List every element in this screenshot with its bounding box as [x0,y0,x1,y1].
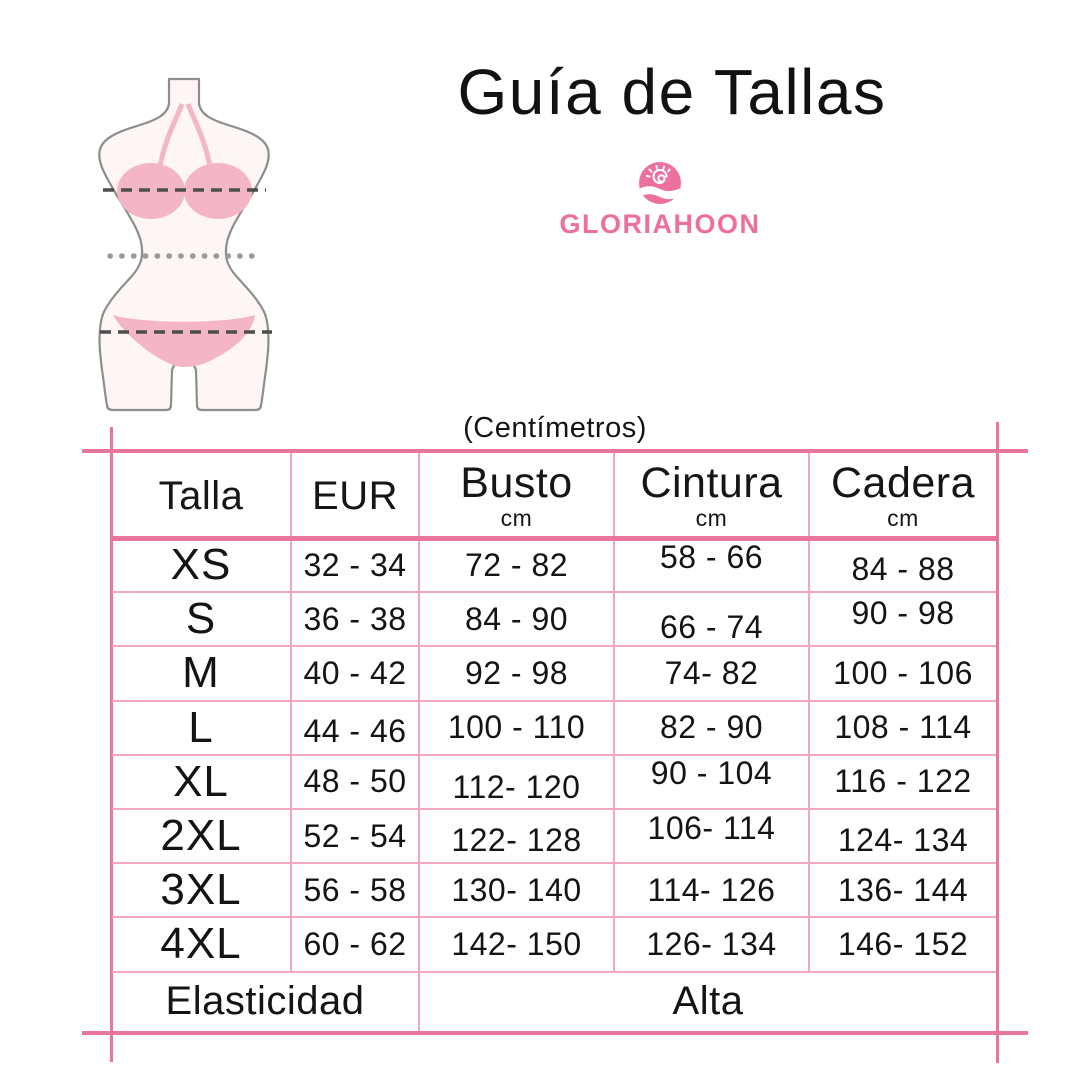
cadera-range: 124- 134 [810,810,996,865]
size-label: L [112,701,292,756]
cadera-range: 108 - 114 [810,702,996,756]
column-header-label: Busto [460,459,573,507]
column-header-talla: Talla [112,453,292,539]
bikini-strap-left [156,103,185,173]
size-label: XL [112,755,292,810]
frame-line-left [110,427,113,1062]
cintura-range: 106- 114 [615,810,810,865]
elasticity-value: Alta [672,979,744,1024]
eur-range: 32 - 34 [292,539,420,594]
size-label: S [112,593,292,648]
sun-swirl [652,168,668,185]
busto-range: 142- 150 [420,918,615,973]
header-underline [112,536,996,541]
brand-name: GLORIAHOON [559,209,761,239]
bikini-strap-right [185,103,214,173]
size-label: 4XL [112,918,292,973]
column-header-label: Cadera [830,459,976,507]
cintura-range: 58 - 66 [615,539,810,594]
cadera-range: 116 - 122 [810,756,996,810]
sun-rays [646,165,671,178]
eur-range: 60 - 62 [292,918,420,973]
cintura-range: 90 - 104 [615,755,810,810]
column-header-busto: Busto cm [420,453,615,539]
eur-range: 36 - 38 [292,593,420,648]
cadera-range: 100 - 106 [810,647,996,702]
size-table: Talla EUR Busto cm Cintura cm Cadera cm … [112,453,996,1031]
column-header-cadera: Cadera cm [810,453,996,539]
column-header-unit: cm [695,505,728,531]
page-title: Guía de Tallas [457,56,887,128]
size-label: 2XL [112,809,292,865]
brand-logo: GLORIAHOON [540,160,780,240]
elasticity-label: Elasticidad [112,972,420,1031]
busto-range: 72 - 82 [420,539,615,594]
cintura-range: 82 - 90 [615,701,810,756]
column-header-cintura: Cintura cm [615,453,810,539]
frame-line-top [82,449,1028,453]
cadera-range: 146- 152 [810,918,996,973]
column-header-unit: cm [500,505,533,531]
column-header-label: Cintura [640,459,783,507]
frame-line-bottom [82,1031,1028,1035]
column-header-label: Talla [158,473,244,518]
size-label: 3XL [112,864,292,919]
cadera-range: 90 - 98 [810,593,996,648]
busto-range: 84 - 90 [420,593,615,648]
eur-range: 56 - 58 [292,864,420,919]
frame-line-right [996,422,999,1063]
column-header-unit: cm [887,505,919,531]
busto-range: 112- 120 [420,755,615,810]
busto-range: 130- 140 [420,864,615,919]
cintura-range: 114- 126 [615,864,810,919]
eur-range: 40 - 42 [292,647,420,702]
column-header-eur: EUR [292,453,420,539]
eur-range: 48 - 50 [292,755,420,810]
eur-range: 52 - 54 [292,809,420,865]
cintura-range: 126- 134 [615,918,810,973]
size-label: M [112,647,292,702]
size-label: XS [112,539,292,594]
cadera-range: 84 - 88 [810,539,996,594]
bikini-cup-left [117,163,185,219]
cintura-range: 74- 82 [615,647,810,702]
units-caption: (Centímetros) [463,412,647,444]
eur-range: 44 - 46 [292,701,420,756]
busto-range: 92 - 98 [420,647,615,702]
mannequin-figure-icon [98,77,272,412]
wave-shape [639,186,681,200]
column-header-label: EUR [312,473,398,518]
busto-range: 122- 128 [420,809,615,865]
brand-logo-icon [639,162,681,204]
busto-range: 100 - 110 [420,701,615,756]
cintura-range: 66 - 74 [615,593,810,648]
cadera-range: 136- 144 [810,864,996,919]
bikini-bottom [113,315,255,367]
